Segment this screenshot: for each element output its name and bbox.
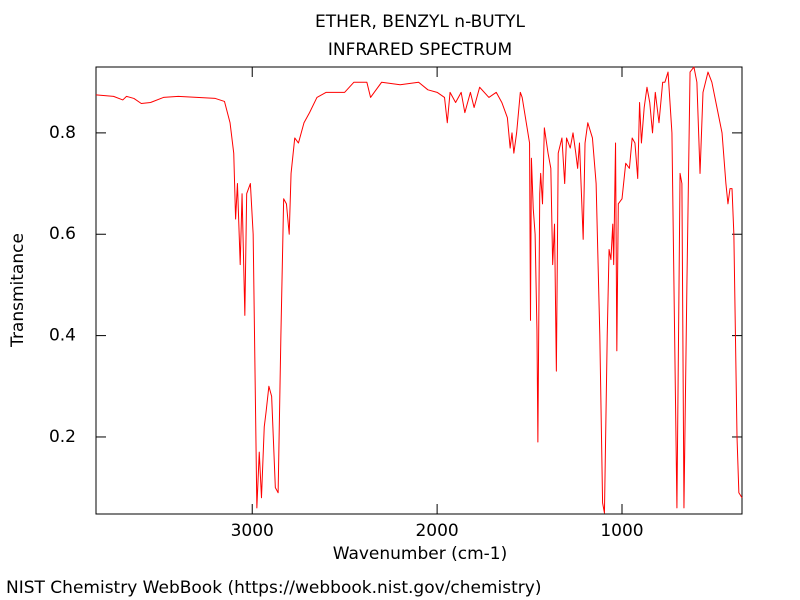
spectrum-line [95,66,743,514]
y-tick-label: 0.4 [49,326,76,346]
y-tick-label: 0.2 [49,427,76,447]
x-tick-label: 3000 [231,521,274,541]
plot-frame [95,66,743,515]
chart-subtitle: INFRARED SPECTRUM [328,40,512,60]
y-axis-label: Transmitance [8,233,28,348]
chart-title: ETHER, BENZYL n-BUTYL [315,12,525,32]
x-axis-label: Wavenumber (cm-1) [333,544,508,564]
source-note: NIST Chemistry WebBook (https://webbook.… [6,578,541,598]
y-tick-label: 0.8 [49,123,76,143]
x-tick-label: 2000 [415,521,458,541]
y-tick-label: 0.6 [49,224,76,244]
x-tick-label: 1000 [600,521,643,541]
